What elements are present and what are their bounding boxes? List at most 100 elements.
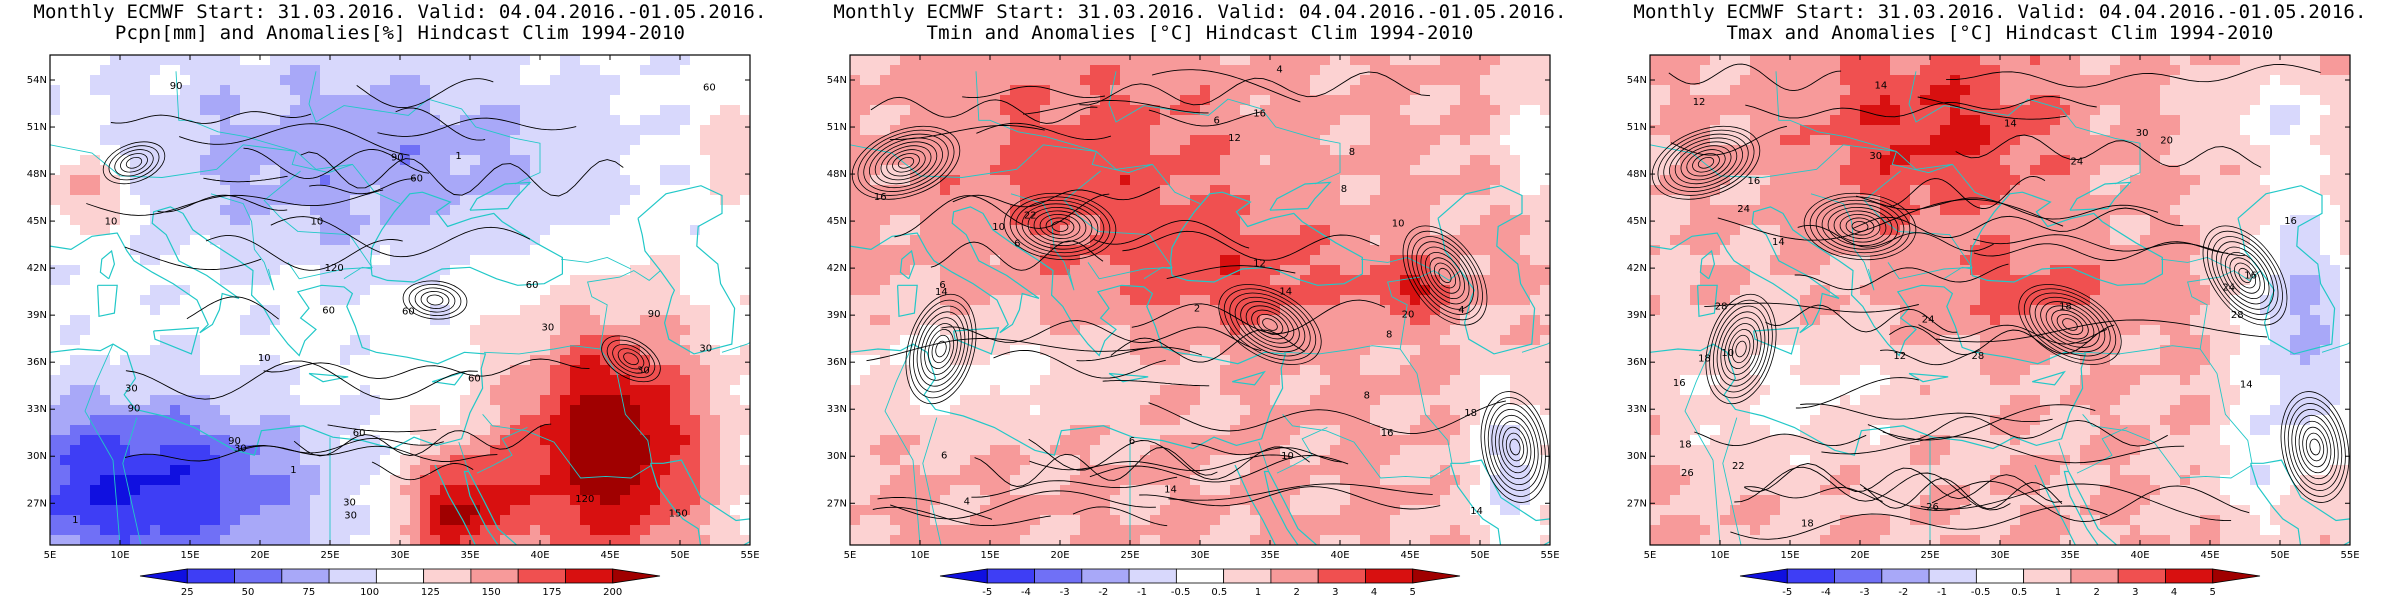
contour-label: 60 [468, 374, 481, 385]
contour-label: 14 [1875, 81, 1888, 92]
contour-label: 6 [1214, 116, 1220, 127]
contour-label: 60 [402, 307, 415, 318]
contour-label: 8 [1341, 184, 1347, 195]
contour-label: 16 [2284, 216, 2297, 227]
contour-label: 16 [874, 192, 887, 203]
colorbar-label: 125 [421, 587, 440, 598]
contour-label: 30 [637, 366, 650, 377]
lat-tick-label: 54N [1627, 75, 1647, 86]
colorbar: -5 -4 -3 -2 -1 -0.5 0.5 1 2 3 4 5 [1739, 568, 2261, 598]
contour-label: 6 [941, 450, 947, 461]
colorbar-label: -5 [982, 587, 992, 598]
colorbar-label: 3 [1332, 587, 1338, 598]
lat-tick-label: 27N [27, 498, 47, 509]
colorbar-swatch [2070, 568, 2119, 584]
lat-tick-label: 51N [27, 122, 47, 133]
colorbar-swatch [375, 568, 425, 584]
lat-tick-label: 33N [1627, 404, 1647, 415]
colorbar-swatch [1834, 568, 1883, 584]
contour-label: 6 [1014, 238, 1020, 249]
colorbar-swatch [1034, 568, 1083, 584]
lat-tick-label: 42N [1627, 263, 1647, 274]
lon-tick-label: 40E [2130, 550, 2149, 561]
colorbar-swatch [1928, 568, 1977, 584]
contour-label: 20 [2160, 135, 2173, 146]
contour-label: 30 [344, 510, 357, 521]
colorbar-swatch [2212, 568, 2261, 584]
contour-label: 16 [1253, 109, 1266, 120]
colorbar-swatch [1175, 568, 1225, 584]
anomaly-field: 4 6 8 4 6 8 6 4 2 8 6 10 8 10 6 12 16 14 14 14 12 10 16 16 18 20 2… [850, 55, 1550, 545]
lat-tick-label: 30N [827, 451, 847, 462]
contour-label: 90 [391, 152, 404, 163]
lat-tick-label: 45N [827, 216, 847, 227]
lon-tick-label: 20E [1850, 550, 1869, 561]
colorbar-swatch [565, 568, 614, 584]
contour-label: 1 [72, 515, 78, 526]
lon-tick-label: 35E [460, 550, 479, 561]
colorbar-label: -2 [1098, 587, 1108, 598]
panel-precipitation: Monthly ECMWF Start: 31.03.2016. Valid: … [0, 0, 800, 600]
lon-tick-label: 45E [2200, 550, 2219, 561]
contour-label: 28 [1972, 351, 1985, 362]
colorbar-swatch [939, 568, 988, 584]
contour-label: 18 [1698, 354, 1711, 365]
colorbar-label: 50 [242, 587, 255, 598]
lon-tick-label: 10E [110, 550, 129, 561]
contour-label: 90 [128, 403, 141, 414]
contour-label: 10 [105, 217, 118, 228]
contour-label: 60 [322, 306, 335, 317]
colorbar-swatch [1317, 568, 1366, 584]
colorbar-swatch [186, 568, 235, 584]
panel-title-line2: Pcpn[mm] and Anomalies[%] Hindcast Clim … [114, 22, 686, 44]
lon-tick-label: 55E [1540, 550, 1559, 561]
colorbar-label: 175 [542, 587, 561, 598]
colorbar-swatch [281, 568, 330, 584]
lon-tick-label: 50E [670, 550, 689, 561]
colorbar-label: -3 [1060, 587, 1070, 598]
colorbar-label: 4 [1371, 587, 1377, 598]
contour-label: 16 [2244, 270, 2257, 281]
colorbar-label: -2 [1898, 587, 1908, 598]
lat-tick-label: 48N [827, 169, 847, 180]
colorbar-swatch [1223, 568, 1272, 584]
lat-tick-label: 42N [27, 263, 47, 274]
colorbar-swatch [139, 568, 188, 584]
contour-label: 10 [258, 353, 271, 364]
colorbar-label: -0.5 [1171, 587, 1191, 598]
contour-label: 24 [2222, 283, 2235, 294]
lon-tick-label: 40E [530, 550, 549, 561]
lon-tick-label: 45E [1400, 550, 1419, 561]
lat-tick-label: 36N [1627, 357, 1647, 368]
contour-label: 10 [311, 217, 324, 228]
contour-label: 12 [1693, 97, 1706, 108]
colorbar-swatch [2023, 568, 2072, 584]
lon-tick-label: 15E [180, 550, 199, 561]
lat-tick-label: 36N [27, 357, 47, 368]
contour-label: 10 [1281, 451, 1294, 462]
contour-label: 1 [455, 151, 461, 162]
anomaly-field: 6030901501206030906090306060603030603010… [50, 55, 750, 545]
colorbar-label: 1 [1255, 587, 1261, 598]
contour-label: 12 [1893, 351, 1906, 362]
lon-tick-label: 55E [2340, 550, 2359, 561]
colorbar: -5 -4 -3 -2 -1 -0.5 0.5 1 2 3 4 5 [939, 568, 1461, 598]
contour-label: 60 [526, 280, 539, 291]
lon-tick-label: 10E [1710, 550, 1729, 561]
contour-label: 60 [703, 82, 716, 93]
lat-tick-label: 30N [27, 451, 47, 462]
contour-label: 8 [1349, 147, 1355, 158]
contour-label: 10 [1392, 218, 1405, 229]
contour-label: 18 [2059, 301, 2072, 312]
contour-label: 14 [1279, 287, 1292, 298]
lon-tick-label: 40E [1330, 550, 1349, 561]
colorbar-label: -1 [1137, 587, 1147, 598]
lat-tick-label: 39N [827, 310, 847, 321]
lat-tick-label: 54N [27, 75, 47, 86]
colorbar-label: -4 [1021, 587, 1031, 598]
lat-tick-label: 51N [1627, 122, 1647, 133]
colorbar-swatch [234, 568, 283, 584]
lat-tick-label: 48N [27, 169, 47, 180]
contour-label: 1 [290, 465, 296, 476]
